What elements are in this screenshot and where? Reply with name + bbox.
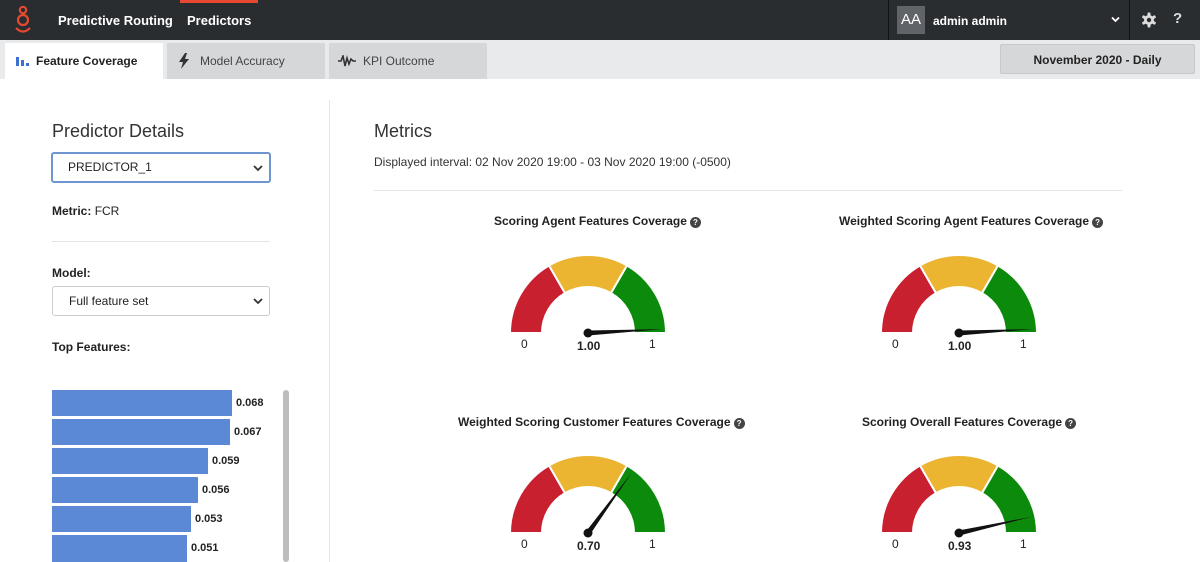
gauge-band-green — [980, 264, 1039, 334]
bar-chart-icon — [16, 57, 29, 66]
gauge-max-label: 1 — [649, 337, 656, 351]
gauge-needle — [958, 329, 1033, 336]
help-icon[interactable]: ? — [1173, 10, 1183, 27]
nav-predictors-label: Predictors — [187, 13, 252, 28]
features-scrollbar[interactable] — [283, 390, 289, 562]
nav-predictors[interactable]: Predictors — [180, 0, 259, 40]
tab-kpi-outcome[interactable]: KPI Outcome — [329, 43, 487, 79]
feature-bar[interactable] — [52, 419, 230, 445]
date-range-button[interactable]: November 2020 - Daily — [1000, 44, 1195, 74]
feature-bar-value: 0.053 — [195, 513, 223, 525]
top-navigation-bar: Predictive Routing Predictors AA admin a… — [0, 0, 1200, 40]
gauge-chart — [879, 455, 1039, 538]
gauge-min-label: 0 — [521, 337, 528, 351]
model-select[interactable]: Full feature set — [52, 286, 270, 316]
gauge-needle-hub — [583, 528, 593, 538]
gauge-chart — [879, 255, 1039, 338]
divider — [374, 190, 1122, 191]
gauge-title: Weighted Scoring Customer Features Cover… — [458, 415, 745, 429]
divider — [52, 241, 270, 242]
gauge-needle — [958, 516, 1032, 536]
lightning-icon — [179, 53, 189, 69]
user-menu[interactable]: AA admin admin — [888, 0, 1130, 40]
gauge-needle-hub — [954, 528, 964, 538]
feature-bar-value: 0.067 — [234, 426, 262, 438]
top-features-label: Top Features: — [52, 340, 131, 354]
tab-feature-coverage[interactable]: Feature Coverage — [5, 43, 163, 79]
metrics-title: Metrics — [374, 121, 432, 141]
gauge-needle-hub — [583, 328, 593, 338]
gauge-band-green — [609, 264, 668, 334]
feature-bar[interactable] — [52, 477, 198, 503]
gauge-title-text: Scoring Agent Features Coverage — [494, 214, 687, 228]
tab-model-accuracy-label: Model Accuracy — [200, 54, 285, 68]
genesys-logo-icon[interactable] — [10, 5, 36, 35]
metric-label-text: Metric: — [52, 204, 92, 218]
gauge-band-green — [980, 464, 1039, 534]
gauge-max-label: 1 — [1020, 537, 1027, 551]
user-name: admin admin — [933, 14, 1008, 28]
panel-divider — [329, 100, 330, 562]
model-label: Model: — [52, 266, 91, 280]
chevron-down-icon — [253, 165, 263, 172]
feature-bar[interactable] — [52, 390, 232, 416]
gauge-title: Scoring Overall Features Coverage? — [862, 415, 1077, 429]
gauge-needle — [585, 473, 632, 535]
feature-bar[interactable] — [52, 506, 191, 532]
chevron-down-icon — [1111, 16, 1120, 23]
gauge-chart — [508, 455, 668, 538]
metric-label: Metric: FCR — [52, 204, 119, 218]
predictor-select-value: PREDICTOR_1 — [68, 160, 152, 174]
gauge-title-text: Weighted Scoring Customer Features Cover… — [458, 415, 731, 429]
gauge-needle — [587, 329, 662, 336]
tab-feature-coverage-label: Feature Coverage — [36, 54, 138, 68]
feature-bar[interactable] — [52, 448, 208, 474]
predictor-details-title: Predictor Details — [52, 121, 185, 141]
tab-kpi-outcome-label: KPI Outcome — [363, 54, 435, 68]
help-icon[interactable]: ? — [1065, 418, 1077, 429]
predictor-select[interactable]: PREDICTOR_1 — [51, 152, 271, 183]
feature-bar-value: 0.059 — [212, 455, 240, 467]
gauge-value-label: 0.93 — [948, 539, 972, 553]
help-icon[interactable]: ? — [733, 418, 745, 429]
gauge-title-text: Weighted Scoring Agent Features Coverage — [839, 214, 1090, 228]
model-select-value: Full feature set — [69, 294, 149, 308]
active-nav-indicator — [180, 0, 259, 3]
help-icon[interactable]: ? — [689, 217, 701, 228]
feature-bar[interactable] — [52, 535, 187, 562]
app-title[interactable]: Predictive Routing — [58, 13, 173, 28]
gauge-value-label: 1.00 — [577, 339, 601, 353]
feature-bar-value: 0.051 — [191, 542, 219, 554]
feature-bar-value: 0.068 — [236, 397, 264, 409]
tab-strip: Feature Coverage Model Accuracy KPI Outc… — [0, 40, 1200, 79]
gauge-value-label: 0.70 — [577, 539, 601, 553]
avatar: AA — [897, 6, 925, 34]
gauge-min-label: 0 — [521, 537, 528, 551]
gauge-title: Weighted Scoring Agent Features Coverage… — [839, 214, 1104, 228]
feature-bar-value: 0.056 — [202, 484, 230, 496]
gear-icon[interactable] — [1141, 12, 1157, 28]
tab-model-accuracy[interactable]: Model Accuracy — [167, 43, 325, 79]
gauge-value-label: 1.00 — [948, 339, 972, 353]
gauge-min-label: 0 — [892, 337, 899, 351]
gauge-min-label: 0 — [892, 537, 899, 551]
waveform-icon — [338, 55, 356, 67]
help-icon[interactable]: ? — [1092, 217, 1104, 228]
gauge-needle-hub — [954, 328, 964, 338]
gauge-chart — [508, 255, 668, 338]
chevron-down-icon — [253, 298, 263, 305]
gauge-title-text: Scoring Overall Features Coverage — [862, 415, 1063, 429]
metric-value: FCR — [94, 204, 120, 218]
gauge-max-label: 1 — [1020, 337, 1027, 351]
gauge-max-label: 1 — [649, 537, 656, 551]
gauge-title: Scoring Agent Features Coverage? — [494, 214, 701, 228]
displayed-interval: Displayed interval: 02 Nov 2020 19:00 - … — [374, 155, 731, 169]
